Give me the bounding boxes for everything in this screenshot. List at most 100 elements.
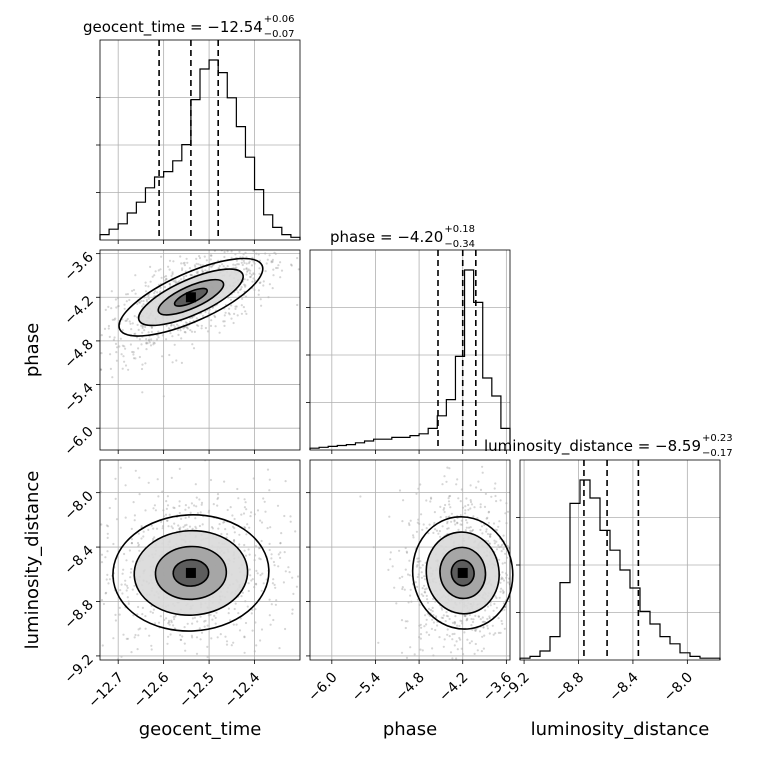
scatter-point [259, 298, 262, 301]
scatter-point [398, 549, 401, 552]
scatter-point [259, 519, 262, 522]
scatter-point [166, 519, 169, 522]
scatter-point [446, 466, 449, 469]
scatter-point [161, 355, 164, 358]
scatter-point [161, 490, 164, 493]
scatter-point [223, 314, 226, 317]
scatter-point [250, 264, 254, 267]
scatter-point [136, 648, 139, 651]
scatter-point [457, 528, 460, 531]
scatter-point [485, 530, 488, 533]
scatter-point [243, 261, 246, 264]
scatter-point [195, 527, 198, 530]
scatter-point [236, 487, 239, 491]
scatter-point [168, 623, 171, 626]
scatter-point [494, 494, 497, 498]
x-tick-label: −8.8 [552, 670, 587, 705]
scatter-point [179, 638, 182, 641]
scatter-point [155, 338, 159, 341]
scatter-point [222, 265, 225, 268]
scatter-point [450, 512, 453, 515]
scatter-point [489, 535, 492, 538]
scatter-point [481, 635, 484, 638]
scatter-point [201, 314, 205, 317]
scatter-point [495, 606, 498, 609]
scatter-point [477, 615, 480, 618]
scatter-point [252, 272, 255, 275]
scatter-point [130, 328, 133, 331]
scatter-point [440, 606, 443, 610]
scatter-point [231, 514, 234, 517]
scatter-point [296, 257, 299, 260]
x-tick-label: −4.8 [393, 670, 428, 705]
scatter-point [266, 527, 269, 530]
scatter-point [493, 487, 496, 490]
scatter-point [209, 613, 212, 616]
scatter-point [129, 571, 132, 574]
scatter-point [223, 320, 226, 323]
scatter-point [278, 647, 281, 650]
scatter-point [284, 570, 287, 573]
scatter-point [222, 521, 225, 524]
scatter-point [432, 531, 435, 535]
scatter-point [244, 554, 248, 557]
scatter-point [263, 500, 266, 503]
scatter-point [178, 527, 181, 530]
scatter-point [247, 262, 251, 265]
scatter-point [423, 575, 426, 578]
scatter-point [133, 315, 136, 318]
scatter-point [128, 320, 131, 323]
scatter-point [122, 355, 125, 358]
scatter-point [470, 617, 473, 621]
scatter-point [179, 255, 182, 258]
scatter-point [185, 257, 188, 260]
scatter-point [178, 511, 181, 515]
scatter-point [481, 471, 484, 474]
scatter-point [446, 628, 449, 631]
scatter-point [445, 480, 448, 483]
scatter-point [260, 589, 263, 592]
scatter-point [268, 542, 271, 546]
title-phase: phase = −4.20 +0.18 −0.34 [330, 224, 475, 250]
scatter-point [188, 525, 192, 528]
scatter-point [141, 326, 144, 330]
scatter-point [249, 515, 252, 518]
scatter-point [456, 648, 459, 651]
scatter-point [209, 324, 213, 327]
scatter-point [283, 514, 286, 518]
scatter-point [111, 318, 114, 321]
scatter-point [465, 519, 468, 522]
scatter-point [270, 603, 273, 606]
scatter-point [126, 317, 129, 321]
scatter-point [133, 519, 136, 522]
scatter-point [209, 254, 212, 257]
scatter-point [126, 637, 130, 640]
scatter-point [497, 631, 500, 635]
scatter-point [487, 511, 490, 514]
scatter-point [195, 324, 199, 327]
scatter-point [144, 362, 147, 365]
scatter-point [219, 633, 222, 636]
scatter-point [212, 503, 215, 506]
panel-frame [519, 459, 721, 661]
scatter-point [145, 298, 148, 301]
scatter-point [188, 320, 191, 324]
scatter-point [508, 547, 510, 550]
scatter-point [251, 608, 254, 611]
scatter-point [291, 576, 294, 579]
scatter-point [144, 281, 147, 284]
y-tick-label: −8.4 [61, 543, 96, 578]
panel-phase-vs-luminosity_distance [309, 459, 514, 661]
scatter-point [183, 626, 186, 629]
scatter-point [180, 278, 183, 281]
scatter-point [223, 255, 226, 259]
scatter-point [489, 533, 492, 536]
scatter-point [448, 635, 451, 638]
scatter-point [416, 521, 419, 524]
scatter-point [170, 476, 173, 479]
scatter-point [401, 575, 404, 578]
scatter-point [235, 259, 238, 262]
scatter-point [290, 263, 293, 266]
scatter-point [434, 528, 437, 531]
scatter-point [257, 289, 260, 292]
